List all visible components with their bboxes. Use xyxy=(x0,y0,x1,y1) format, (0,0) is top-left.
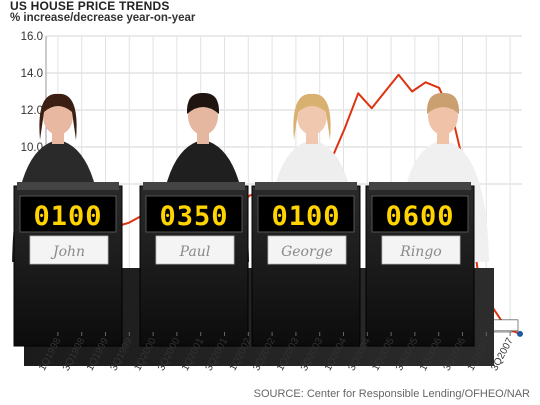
y-tick-label: 16.0 xyxy=(21,31,43,43)
source-note: SOURCE: Center for Responsible Lending/O… xyxy=(254,388,530,400)
score-display-value: 0100 xyxy=(271,201,340,232)
name-card-label: John xyxy=(50,244,85,260)
score-display-value: 0350 xyxy=(159,201,228,232)
latest-point xyxy=(517,331,523,337)
contestant: 0600 Ringo xyxy=(366,93,489,346)
contestant-scene: 0100 John 0350 Paul 0100 George 0600 Ringo xyxy=(12,93,494,366)
podium-top xyxy=(17,182,119,190)
name-card-label: Paul xyxy=(179,244,211,260)
podium-top xyxy=(143,182,245,190)
score-display-value: 0100 xyxy=(33,201,102,232)
podium-top xyxy=(369,182,471,190)
y-tick-label: 12.0 xyxy=(21,105,43,117)
podium-top xyxy=(255,182,357,190)
name-card-label: George xyxy=(281,244,333,260)
name-card-label: Ringo xyxy=(399,244,441,260)
contestant: 0350 Paul xyxy=(140,93,249,346)
y-tick-label: 14.0 xyxy=(21,68,43,80)
score-display-value: 0600 xyxy=(385,201,454,232)
